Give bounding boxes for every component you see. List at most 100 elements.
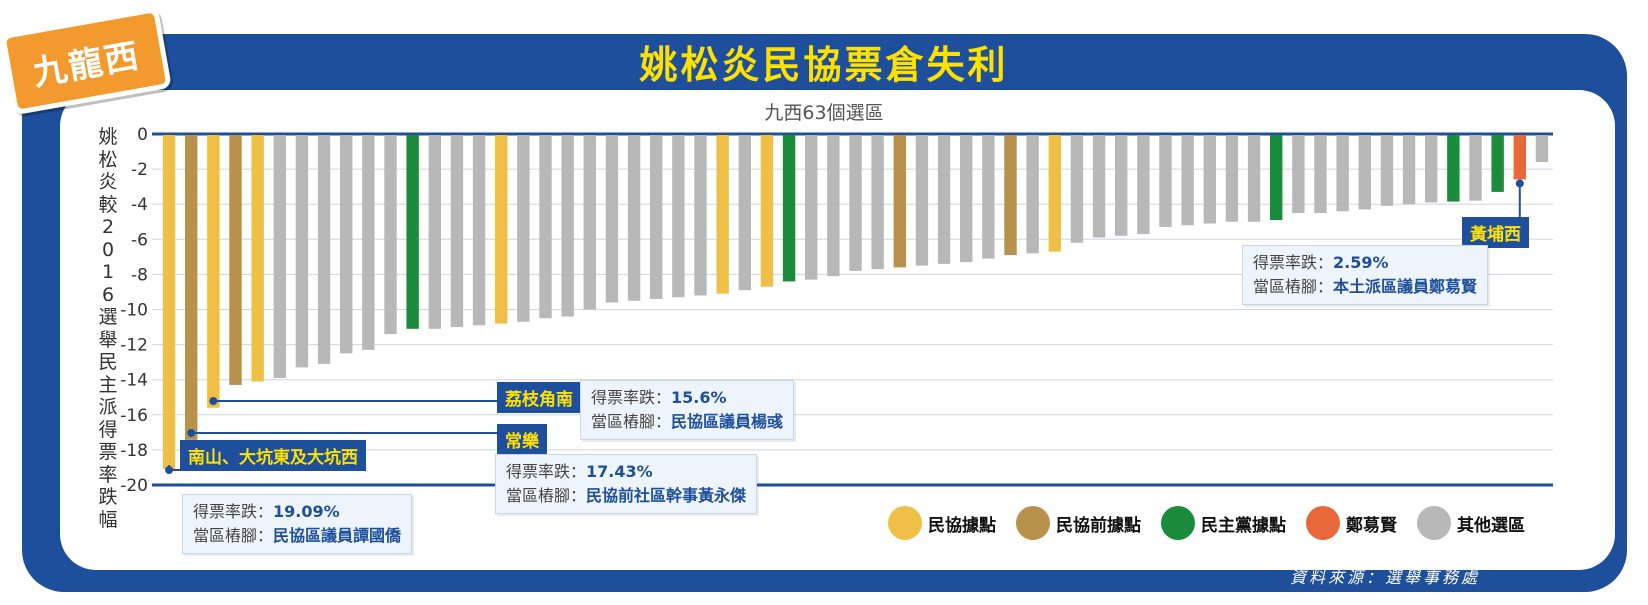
legend-item: 鄭䓪賢 bbox=[1306, 506, 1397, 540]
bar bbox=[162, 135, 176, 470]
bar bbox=[782, 135, 796, 282]
bar bbox=[937, 135, 951, 264]
bar bbox=[428, 135, 441, 329]
bar bbox=[207, 135, 220, 408]
y-tick-label: -8 bbox=[131, 265, 148, 285]
bar bbox=[450, 135, 464, 328]
bar bbox=[583, 135, 596, 310]
bar bbox=[672, 135, 685, 298]
legend-swatch bbox=[1016, 506, 1050, 540]
bar bbox=[893, 135, 906, 268]
callout-drop-value: 19.09% bbox=[273, 502, 340, 521]
page-title: 姚松炎民協票倉失利 bbox=[639, 43, 1009, 87]
bar bbox=[1425, 135, 1438, 203]
bar bbox=[1270, 135, 1283, 220]
legend-item: 其他選區 bbox=[1417, 506, 1525, 540]
bar bbox=[1004, 135, 1017, 256]
bar bbox=[805, 135, 818, 280]
legend-swatch bbox=[888, 506, 922, 540]
bar bbox=[1380, 135, 1394, 206]
bar bbox=[1513, 135, 1526, 180]
callout-box-cheunglok: 得票率跌：17.43% 當區樁腳：民協前社區幹事黃永傑 bbox=[495, 454, 758, 514]
bar bbox=[472, 135, 486, 326]
callout-drop-label: 得票率跌： bbox=[506, 462, 587, 481]
callout-drop-label: 得票率跌： bbox=[591, 388, 672, 407]
bar bbox=[1491, 135, 1504, 192]
bar bbox=[1092, 135, 1106, 238]
bar bbox=[495, 135, 508, 324]
legend-label: 民協據點 bbox=[928, 515, 996, 536]
legend-label: 民主黨據點 bbox=[1201, 515, 1286, 536]
callout-rep-label: 當區樁腳： bbox=[193, 526, 274, 545]
bar bbox=[273, 135, 286, 378]
bar bbox=[251, 135, 264, 382]
callout-box-nanshan: 得票率跌：19.09% 當區樁腳：民協區議員譚國僑 bbox=[182, 494, 413, 554]
callout-box-laichikoksouth: 得票率跌：15.6% 當區樁腳：民協區議員楊彧 bbox=[580, 380, 795, 440]
bar bbox=[694, 135, 707, 296]
y-tick-label: -20 bbox=[120, 476, 148, 496]
y-tick-label: -10 bbox=[120, 301, 148, 321]
bar bbox=[1159, 135, 1172, 228]
source-note: 資料來源：選舉事務處 bbox=[1290, 568, 1481, 587]
callout-drop-label: 得票率跌： bbox=[1253, 253, 1334, 272]
bar bbox=[1181, 135, 1194, 226]
callout-box-whampoawest: 得票率跌：2.59% 當區樁腳：本土派區議員鄭䓪賢 bbox=[1242, 245, 1489, 305]
bar bbox=[561, 135, 574, 317]
bar bbox=[716, 135, 729, 294]
callout-rep-value: 民協區議員譚國僑 bbox=[273, 526, 402, 545]
bar bbox=[1402, 135, 1416, 205]
bar bbox=[760, 135, 774, 287]
bar bbox=[185, 135, 198, 440]
y-tick-label: -6 bbox=[131, 230, 148, 250]
callout-drop-label: 得票率跌： bbox=[193, 502, 274, 521]
y-tick-label: -2 bbox=[131, 160, 148, 180]
callout-rep-value: 民協前社區幹事黃永傑 bbox=[586, 486, 747, 505]
y-tick-label: -16 bbox=[120, 406, 148, 426]
callout-name-nanshan: 南山、大坑東及大坑西 bbox=[180, 440, 366, 471]
bar bbox=[1070, 135, 1084, 243]
legend-swatch bbox=[1161, 506, 1195, 540]
callout-name-whampoawest: 黃埔西 bbox=[1462, 217, 1529, 248]
bar bbox=[1247, 135, 1261, 222]
y-axis-label: 姚松炎較2016選舉民主派得票率跌幅 bbox=[98, 126, 118, 531]
bar bbox=[871, 135, 884, 270]
legend-item: 民協據點 bbox=[888, 506, 996, 540]
bar bbox=[1469, 135, 1482, 201]
legend-swatch bbox=[1417, 506, 1451, 540]
bar bbox=[849, 135, 862, 271]
bar bbox=[517, 135, 530, 322]
chart-title: 九西63個選區 bbox=[764, 102, 884, 124]
bar bbox=[1447, 135, 1460, 202]
callout-name-cheunglok: 常樂 bbox=[497, 424, 547, 455]
leader-dot bbox=[209, 397, 218, 405]
bar bbox=[650, 135, 663, 299]
bar bbox=[605, 135, 619, 303]
legend-label: 民協前據點 bbox=[1056, 515, 1141, 536]
bar bbox=[1292, 135, 1305, 213]
legend-label: 其他選區 bbox=[1457, 515, 1525, 536]
bar bbox=[960, 135, 973, 263]
legend-swatch bbox=[1306, 506, 1340, 540]
leader-dot bbox=[1515, 179, 1524, 188]
callout-rep-label: 當區樁腳： bbox=[506, 486, 587, 505]
bar bbox=[1137, 135, 1150, 235]
bar bbox=[982, 135, 995, 259]
bar bbox=[738, 135, 751, 291]
bar bbox=[827, 135, 840, 277]
leader-dot bbox=[187, 429, 196, 437]
bar bbox=[229, 135, 242, 385]
bar bbox=[295, 135, 309, 368]
callout-rep-value: 民協區議員楊彧 bbox=[671, 412, 784, 431]
leader-dot bbox=[165, 466, 174, 474]
bar bbox=[384, 135, 397, 335]
bar bbox=[1336, 135, 1349, 212]
callout-rep-label: 當區樁腳： bbox=[1253, 277, 1334, 296]
y-tick-label: -14 bbox=[120, 371, 148, 391]
bar bbox=[1203, 135, 1216, 224]
callout-drop-value: 2.59% bbox=[1333, 253, 1389, 272]
callout-rep-value: 本土派區議員鄭䓪賢 bbox=[1333, 277, 1478, 296]
y-tick-label: -12 bbox=[120, 336, 148, 356]
callout-drop-value: 15.6% bbox=[671, 388, 727, 407]
bar bbox=[1314, 135, 1327, 213]
